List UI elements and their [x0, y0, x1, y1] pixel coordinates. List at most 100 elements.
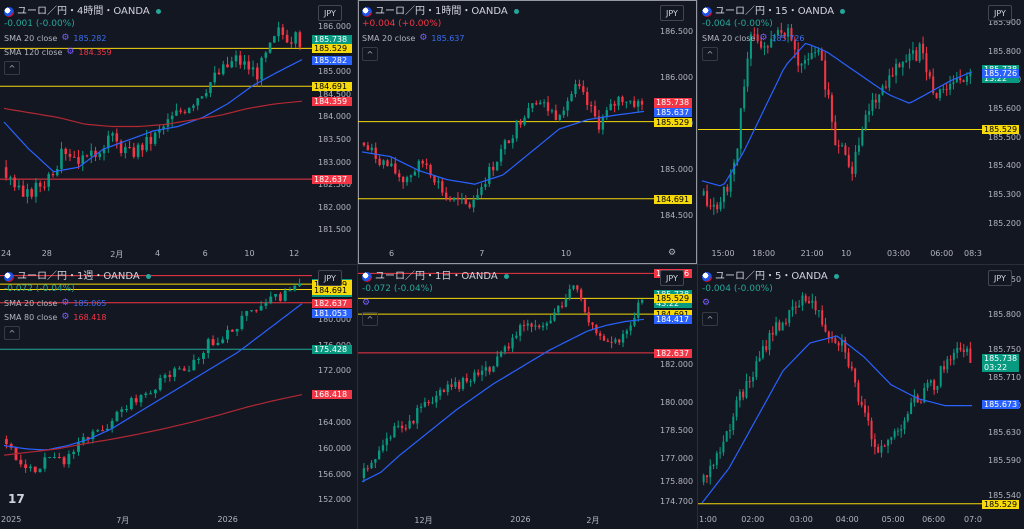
indicator-legend-0[interactable]: SMA 20 close ⚙ 185.065 — [4, 296, 151, 310]
eurjpy-flag-icon — [4, 271, 14, 282]
collapse-legend-button[interactable]: ^ — [4, 326, 20, 340]
currency-button[interactable]: JPY — [660, 270, 684, 286]
symbol-title-row[interactable]: ユーロ／円・15・OANDA — [702, 5, 846, 18]
chart-legend: ユーロ／円・1週・OANDA -0.072 (-0.04%) SMA 20 clos… — [4, 270, 151, 340]
indicator-legend-1[interactable]: SMA 120 close ⚙ 184.359 — [4, 45, 161, 59]
candle — [456, 192, 460, 206]
collapse-legend-button[interactable]: ^ — [702, 47, 718, 61]
indicator-settings-icon[interactable]: ⚙ — [61, 297, 70, 308]
price-plot[interactable] — [698, 265, 982, 510]
indicator-legend-0[interactable]: SMA 20 close ⚙ 185.726 — [702, 31, 845, 45]
chart-legend: ユーロ／円・1日・OANDA -0.072 (-0.04%) ⚙ ^ — [362, 270, 509, 326]
candle — [776, 27, 779, 36]
candle — [804, 293, 807, 304]
candle — [817, 310, 820, 318]
indicator-legend-0[interactable]: SMA 20 close ⚙ 185.637 — [362, 31, 519, 45]
candle — [870, 417, 873, 447]
sma-line-0 — [701, 335, 972, 504]
indicator-legend-0[interactable]: SMA 20 close ⚙ 185.282 — [4, 31, 161, 45]
indicator-settings-icon[interactable]: ⚙ — [61, 32, 70, 43]
candle — [390, 157, 393, 167]
symbol-title-row[interactable]: ユーロ／円・1日・OANDA — [362, 270, 509, 283]
price-plot[interactable] — [358, 265, 654, 510]
collapse-legend-button[interactable]: ^ — [362, 312, 378, 326]
price-plot[interactable] — [698, 0, 982, 244]
candle — [230, 56, 234, 69]
symbol-title-row[interactable]: ユーロ／円・5・OANDA — [702, 270, 839, 283]
candle — [245, 310, 249, 322]
currency-button[interactable]: JPY — [318, 270, 342, 286]
symbol-title[interactable]: ユーロ／円・1日・OANDA — [375, 271, 498, 282]
candle — [834, 115, 837, 146]
candle — [709, 459, 712, 485]
symbol-title-row[interactable]: ユーロ／円・1週・OANDA — [4, 270, 151, 283]
price-change: -0.004 (-0.00%) — [702, 19, 773, 29]
symbol-title-row[interactable]: ユーロ／円・4時間・OANDA — [4, 5, 161, 18]
symbol-title[interactable]: ユーロ／円・15・OANDA — [715, 6, 835, 17]
symbol-title[interactable]: ユーロ／円・4時間・OANDA — [17, 6, 150, 17]
indicator-settings-icon[interactable]: ⚙ — [362, 297, 371, 308]
indicator-legend-placeholder[interactable]: ⚙ — [702, 296, 839, 310]
collapse-legend-button[interactable]: ^ — [702, 312, 718, 326]
plot-area[interactable] — [358, 265, 654, 510]
candle — [168, 370, 172, 382]
price-axis-tick: 185.300 — [988, 190, 1022, 200]
indicator-legend-placeholder[interactable]: ⚙ — [362, 296, 509, 310]
chart-panel-4[interactable]: 182.000 180.000 178.500 177.000 175.800 174.7… — [358, 265, 697, 529]
candle — [464, 195, 467, 205]
candle — [621, 95, 624, 106]
symbol-title[interactable]: ユーロ／円・5・OANDA — [715, 271, 828, 282]
sma-line-0 — [3, 59, 303, 173]
price-axis-tick: 181.500 — [318, 225, 352, 235]
indicator-settings-icon[interactable]: ⚙ — [759, 32, 768, 43]
chart-panel-5[interactable]: 185.850185.800185.750185.710185.670185.6… — [698, 265, 1024, 529]
price-plot[interactable] — [358, 0, 654, 244]
candle — [712, 197, 715, 215]
price-plot[interactable] — [0, 265, 312, 510]
chart-panel-0[interactable]: 186.000185.500185.000184.500184.000183.5… — [0, 0, 357, 264]
candle — [939, 365, 942, 388]
indicator-value: 185.726 — [771, 33, 805, 43]
indicator-settings-icon[interactable]: ⚙ — [702, 297, 711, 308]
symbol-title-row[interactable]: ユーロ／円・1時間・OANDA — [362, 5, 519, 18]
time-axis-tick: 03:00 — [789, 515, 813, 524]
indicator-label: SMA 20 close — [702, 33, 756, 43]
symbol-title[interactable]: ユーロ／円・1週・OANDA — [17, 271, 140, 282]
candle — [797, 42, 800, 73]
indicator-legend-1[interactable]: SMA 80 close ⚙ 168.418 — [4, 310, 151, 324]
time-axis-tick: 7 — [479, 249, 485, 258]
candle — [966, 345, 969, 356]
sma-line-0 — [3, 303, 303, 451]
candle — [19, 454, 23, 468]
plot-area[interactable] — [358, 0, 654, 244]
price-plot[interactable] — [0, 0, 312, 244]
indicator-settings-icon[interactable]: ⚙ — [61, 311, 70, 322]
currency-button[interactable]: JPY — [988, 5, 1012, 21]
chart-panel-1[interactable]: 186.500186.000185.500185.000184.500185.7… — [358, 0, 697, 264]
candle — [770, 30, 773, 48]
indicator-settings-icon[interactable]: ⚙ — [66, 46, 75, 57]
candle — [837, 341, 840, 352]
currency-button[interactable]: JPY — [988, 270, 1012, 286]
plot-area[interactable] — [0, 0, 312, 244]
candle — [370, 143, 373, 153]
candle — [895, 58, 898, 84]
tradingview-logo-icon[interactable]: 17 — [8, 492, 25, 506]
collapse-legend-button[interactable]: ^ — [4, 61, 20, 75]
chart-settings-icon[interactable]: ⚙ — [668, 248, 677, 258]
plot-area[interactable] — [698, 265, 982, 510]
candle — [183, 109, 187, 115]
candle — [111, 131, 114, 142]
time-axis-tick: 2月 — [586, 516, 600, 525]
symbol-title[interactable]: ユーロ／円・1時間・OANDA — [375, 6, 508, 17]
currency-button[interactable]: JPY — [660, 5, 684, 21]
sma-line-1 — [3, 394, 303, 456]
candle — [163, 373, 167, 383]
collapse-legend-button[interactable]: ^ — [362, 47, 378, 61]
plot-area[interactable] — [698, 0, 982, 244]
chart-panel-3[interactable]: 180.000176.000172.000168.000164.000160.0… — [0, 265, 357, 529]
plot-area[interactable] — [0, 265, 312, 510]
currency-button[interactable]: JPY — [318, 5, 342, 21]
indicator-settings-icon[interactable]: ⚙ — [419, 32, 428, 43]
chart-panel-2[interactable]: 185.900185.800185.700185.600185.500185.4… — [698, 0, 1024, 264]
